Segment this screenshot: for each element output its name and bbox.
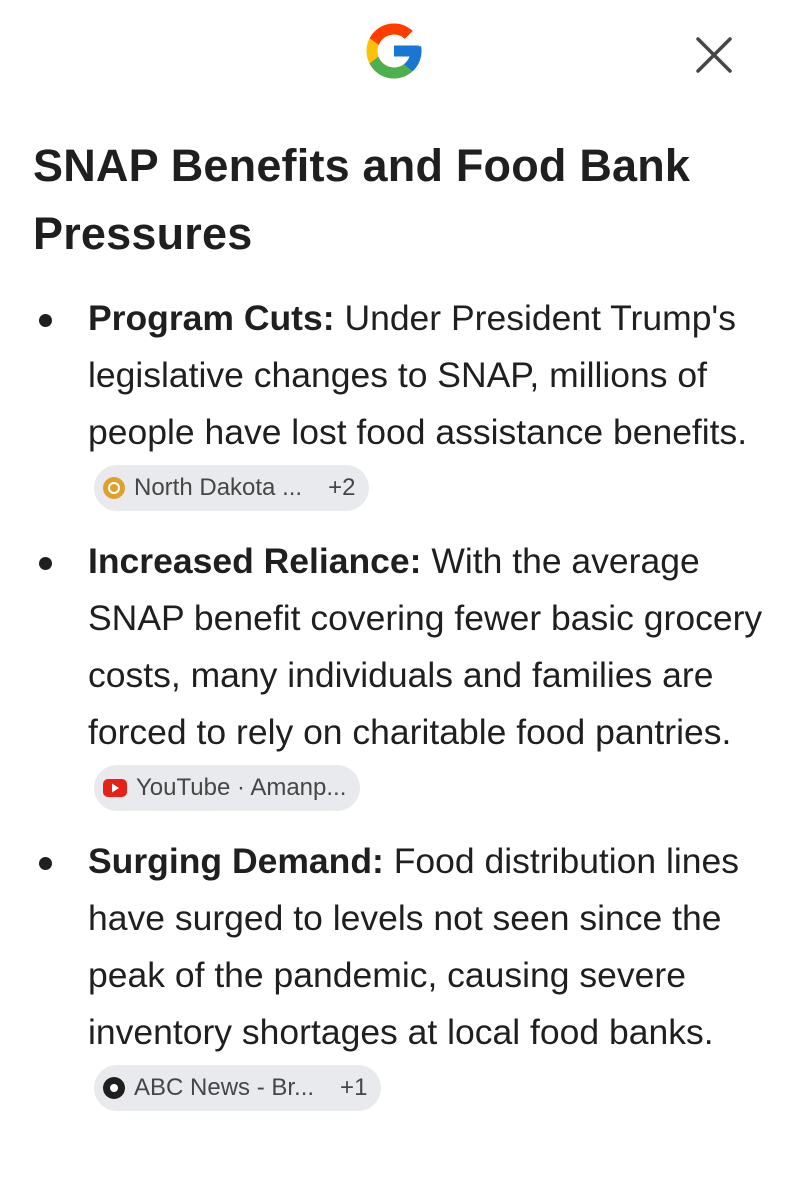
close-button[interactable] [694,35,734,75]
heading: SNAP Benefits and Food Bank Pressures [33,140,691,259]
bullet-item: Program Cuts: Under President Trump's le… [39,290,770,518]
source-name: North Dakota ... [134,473,303,501]
source-name: ABC News - Br... [134,1073,315,1101]
source-count: +2 [328,473,356,501]
source-chip[interactable]: ABC News - Br... +1 [94,1064,382,1111]
source-icon [103,778,127,797]
source-icon [103,476,125,499]
item-label: Surging Demand: [88,841,384,881]
item-label: Increased Reliance: [88,541,422,581]
source-count: +1 [340,1073,368,1101]
bullet-list: Program Cuts: Under President Trump's le… [0,290,770,1133]
source-icon [103,1076,125,1099]
item-text: Food distribution lines have surged to l… [88,841,740,1052]
item-label: Program Cuts: [88,298,335,338]
item-text: With the average SNAP benefit covering f… [88,541,763,752]
google-logo[interactable] [361,18,427,84]
source-chip[interactable]: North Dakota ... +2 [94,464,370,511]
item-text: Under President Trump's legislative chan… [88,298,748,452]
bullet-item: Surging Demand: Food distribution lines … [39,833,770,1118]
source-chip[interactable]: YouTube · Amanp... [94,764,361,811]
bullet-item: Increased Reliance: With the average SNA… [39,533,770,818]
source-name: YouTube · Amanp... [136,773,347,801]
